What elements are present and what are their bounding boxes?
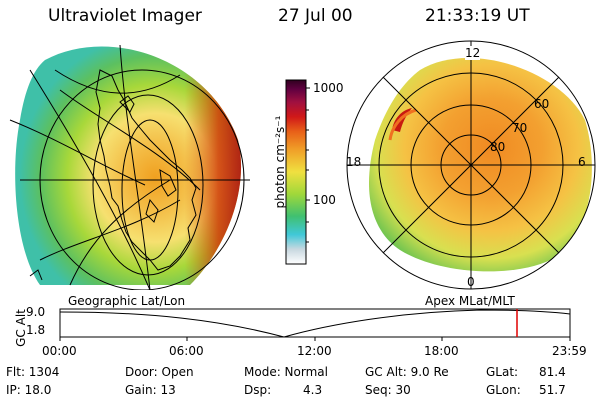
altitude-ytick-low: 1.8 [26,323,46,337]
mlt-label-12: 12 [465,46,481,60]
colorbar [285,79,310,265]
time-label: 21:33:19 UT [425,6,530,26]
altitude-xtick-1800: 18:00 [424,344,459,358]
polar-image [346,40,596,290]
left-panel-title: Geographic Lat/Lon [68,294,186,308]
dsp-label: Dsp: [244,383,272,397]
glat-label: GLat: [486,365,519,379]
instrument-title: Ultraviolet Imager [48,6,202,26]
right-panel-title: Apex MLat/MLT [425,294,515,308]
polar-grid [346,40,596,290]
mlt-label-6: 6 [578,155,586,169]
altitude-ytick-high: 9.0 [26,305,46,319]
glon-value: 51.7 [539,383,566,397]
colorbar-unit-label: photon cm⁻²s⁻¹ [273,115,287,209]
ip-value: IP: 18.0 [6,383,52,397]
dsp-value: 4.3 [303,383,323,397]
altitude-xtick-1200: 12:00 [297,344,332,358]
altitude-xtick-2359: 23:59 [552,344,587,358]
glat-value: 81.4 [539,365,566,379]
colorbar-tick-1000: 1000 [313,81,344,95]
limb-glow [15,46,242,286]
gc-altitude: GC Alt: 9.0 Re [365,365,449,379]
mode-value: Mode: Normal [244,365,328,379]
glon-label: GLon: [486,383,521,397]
mlat-label-70: 70 [512,121,528,135]
altitude-xtick-0600: 06:00 [169,344,204,358]
colorbar-tick-100: 100 [313,193,336,207]
mlat-label-60: 60 [534,97,550,111]
altitude-plot [59,308,571,341]
date-label: 27 Jul 00 [278,6,353,26]
door-status: Door: Open [125,365,194,379]
sequence-number: Seq: 30 [365,383,411,397]
mlt-label-0: 0 [467,275,475,289]
altitude-xtick-0000: 00:00 [42,344,77,358]
altitude-curve [59,309,571,338]
mlat-label-80: 80 [490,140,506,154]
coastline [29,69,197,281]
flight-number: Flt: 1304 [6,365,60,379]
gain-value: Gain: 13 [125,383,176,397]
mlt-label-18: 18 [346,155,362,169]
geographic-image [9,44,250,290]
